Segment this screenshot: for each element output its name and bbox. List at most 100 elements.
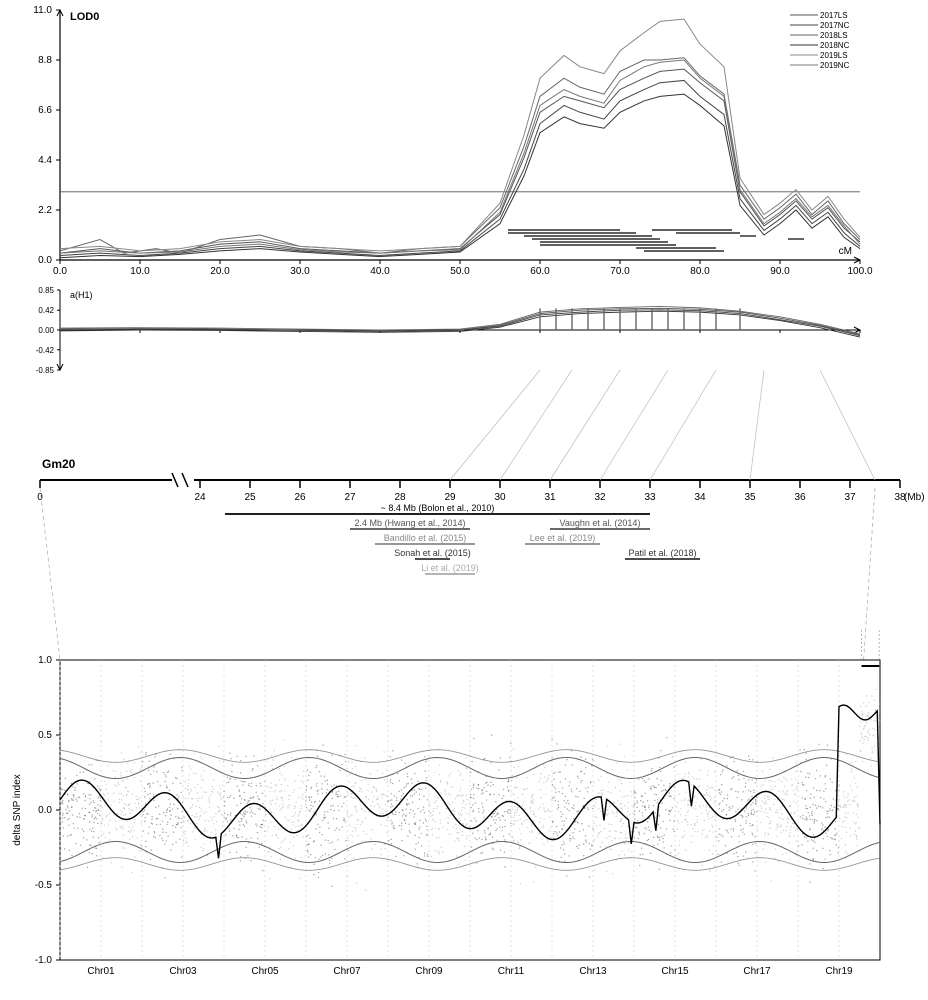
snp-point bbox=[640, 800, 641, 801]
snp-point bbox=[115, 827, 116, 828]
snp-point bbox=[284, 766, 285, 767]
snp-point bbox=[195, 773, 196, 774]
snp-point bbox=[337, 796, 338, 797]
snp-point bbox=[408, 824, 409, 825]
snp-point bbox=[391, 799, 392, 800]
snp-point bbox=[83, 837, 84, 838]
snp-point bbox=[439, 853, 440, 854]
snp-point bbox=[450, 834, 451, 835]
snp-point bbox=[221, 815, 222, 816]
snp-point bbox=[555, 800, 556, 801]
snp-point bbox=[816, 807, 817, 808]
snp-point bbox=[709, 796, 710, 797]
ytick-label: -0.5 bbox=[35, 880, 53, 891]
snp-point bbox=[86, 839, 87, 840]
snp-point bbox=[473, 798, 474, 799]
snp-point bbox=[660, 771, 661, 772]
snp-point bbox=[306, 807, 307, 808]
snp-point bbox=[706, 789, 707, 790]
snp-point bbox=[243, 816, 244, 817]
snp-point bbox=[856, 814, 857, 815]
snp-point bbox=[302, 836, 303, 837]
snp-point bbox=[230, 795, 231, 796]
qtl-bars bbox=[508, 230, 804, 251]
snp-point bbox=[327, 780, 328, 781]
snp-point bbox=[673, 820, 674, 821]
snp-point bbox=[302, 798, 303, 799]
snp-point bbox=[644, 780, 645, 781]
snp-point bbox=[859, 725, 860, 726]
snp-point bbox=[324, 839, 325, 840]
snp-point bbox=[144, 810, 145, 811]
snp-point bbox=[471, 846, 472, 847]
snp-point bbox=[617, 810, 618, 811]
snp-point bbox=[663, 847, 664, 848]
snp-point bbox=[843, 791, 844, 792]
snp-point bbox=[205, 820, 206, 821]
snp-point bbox=[71, 807, 72, 808]
snp-point bbox=[627, 795, 628, 796]
snp-point bbox=[248, 785, 249, 786]
snp-point bbox=[230, 778, 231, 779]
snp-point bbox=[450, 787, 451, 788]
snp-point bbox=[844, 797, 845, 798]
snp-point bbox=[755, 799, 756, 800]
snp-point bbox=[631, 805, 632, 806]
snp-point bbox=[737, 856, 738, 857]
snp-point bbox=[845, 813, 846, 814]
snp-point bbox=[227, 797, 228, 798]
snp-point bbox=[643, 801, 644, 802]
snp-point bbox=[764, 844, 765, 845]
snp-point bbox=[168, 770, 169, 771]
snp-point bbox=[318, 877, 319, 878]
snp-point bbox=[598, 808, 599, 809]
snp-point bbox=[805, 798, 806, 799]
snp-point bbox=[202, 850, 203, 851]
snp-point bbox=[99, 795, 100, 796]
snp-point bbox=[176, 824, 177, 825]
snp-point bbox=[620, 803, 621, 804]
snp-point bbox=[500, 849, 501, 850]
projection-line bbox=[550, 370, 620, 480]
snp-point bbox=[519, 848, 520, 849]
snp-point bbox=[654, 787, 655, 788]
snp-point bbox=[802, 818, 803, 819]
snp-point bbox=[821, 829, 822, 830]
snp-point bbox=[665, 790, 666, 791]
snp-point bbox=[532, 803, 533, 804]
snp-point bbox=[552, 784, 553, 785]
snp-point bbox=[364, 810, 365, 811]
snp-point bbox=[61, 802, 62, 803]
snp-point bbox=[813, 797, 814, 798]
snp-point bbox=[518, 766, 519, 767]
snp-point bbox=[803, 784, 804, 785]
snp-point bbox=[62, 821, 63, 822]
snp-point bbox=[148, 833, 149, 834]
snp-point bbox=[226, 782, 227, 783]
snp-point bbox=[754, 870, 755, 871]
snp-point bbox=[495, 822, 496, 823]
snp-point bbox=[430, 815, 431, 816]
snp-point bbox=[503, 836, 504, 837]
snp-point bbox=[208, 799, 209, 800]
snp-point bbox=[609, 806, 610, 807]
snp-point bbox=[251, 810, 252, 811]
snp-point bbox=[565, 818, 566, 819]
snp-point bbox=[557, 808, 558, 809]
snp-point bbox=[408, 783, 409, 784]
snp-point bbox=[85, 808, 86, 809]
snp-point bbox=[573, 804, 574, 805]
snp-point bbox=[475, 802, 476, 803]
snp-point bbox=[587, 786, 588, 787]
snp-point bbox=[267, 851, 268, 852]
snp-point bbox=[508, 812, 509, 813]
snp-point bbox=[655, 787, 656, 788]
snp-point bbox=[365, 817, 366, 818]
snp-point bbox=[484, 758, 485, 759]
snp-point bbox=[244, 799, 245, 800]
snp-point bbox=[89, 844, 90, 845]
snp-point bbox=[518, 815, 519, 816]
xtick-label: 40.0 bbox=[370, 266, 390, 277]
snp-point bbox=[540, 789, 541, 790]
snp-point bbox=[764, 802, 765, 803]
